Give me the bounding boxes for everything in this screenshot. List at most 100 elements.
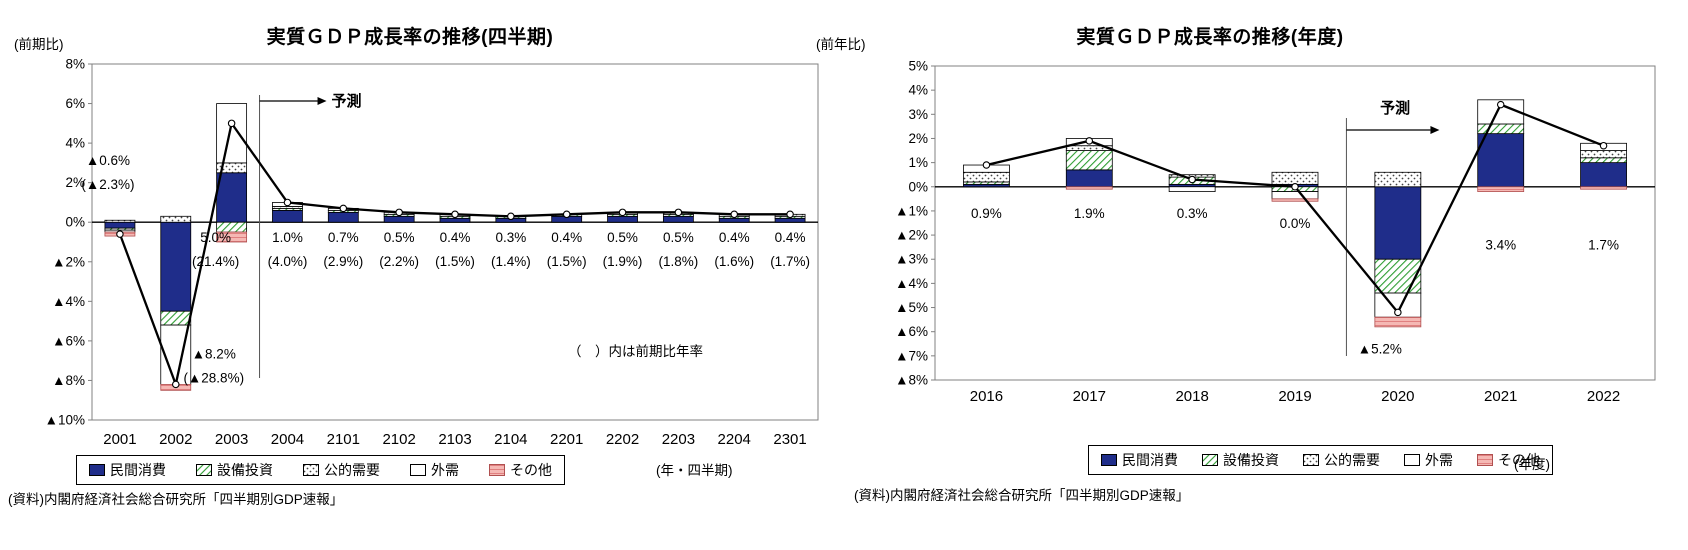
data-sublabel: (2.9%)	[323, 254, 363, 269]
y-tick-label: 5%	[908, 59, 928, 74]
annual-gdp-chart-figure: 5% 4% 3% 2% 1% 0% ▲1% ▲2% ▲3% ▲4% ▲5% ▲6% ▲7% ▲8% 2016…	[810, 0, 1688, 550]
x-category-label: 2022	[1587, 388, 1620, 405]
x-category-label: 2003	[215, 431, 248, 448]
legend: 民間消費 設備投資 公的需要 外需 その他	[1088, 445, 1553, 475]
data-label: 0.5%	[607, 230, 638, 245]
line-marker	[618, 208, 627, 217]
legend-label: 公的需要	[324, 462, 380, 478]
x-category-label: 2301	[773, 431, 806, 448]
data-label: 0.5%	[663, 230, 694, 245]
bar-segment-others	[1065, 186, 1113, 190]
x-category-label: 2203	[662, 431, 695, 448]
legend-item-private-consumption: 民間消費	[89, 460, 166, 480]
y-tick-label: ▲3%	[895, 252, 928, 267]
y-tick-label: ▲6%	[52, 333, 85, 348]
x-category-label: 2202	[606, 431, 639, 448]
bar-segment-others	[216, 231, 248, 243]
data-label: 0.0%	[1280, 216, 1311, 231]
legend-item-capital-investment: 設備投資	[1202, 450, 1279, 470]
line-marker	[1496, 100, 1505, 109]
legend-label: 外需	[1425, 452, 1453, 468]
bar-segment-public-demand	[160, 215, 192, 223]
legend-swatch	[1303, 454, 1319, 466]
source-note: (資料)内閣府経済社会総合研究所「四半期別GDP速報」	[854, 488, 1190, 503]
line-marker	[1599, 141, 1608, 150]
line-marker	[395, 208, 403, 217]
y-tick-label: 8%	[65, 57, 85, 72]
line-marker	[116, 230, 124, 238]
y-tick-label: ▲4%	[895, 276, 928, 291]
y-tick-label: 4%	[908, 83, 928, 98]
line-marker	[730, 210, 738, 219]
legend-label: 民間消費	[1122, 452, 1178, 468]
data-label: 0.4%	[551, 230, 582, 245]
bar-segment-others	[1580, 186, 1627, 190]
quarterly-plot-svg: 8% 6% 4% 2% 0% ▲2% ▲4% ▲6% ▲8% ▲10% 2001 2002 2003 20…	[45, 57, 819, 448]
line-marker	[1188, 175, 1196, 184]
x-category-label: 2102	[382, 431, 415, 448]
legend-swatch	[1404, 454, 1420, 466]
data-label: ▲0.6%	[86, 153, 130, 168]
legend-item-public-demand: 公的需要	[1303, 450, 1380, 470]
legend-item-others: その他	[1477, 450, 1540, 470]
line-marker	[339, 204, 348, 213]
bar-segment-private-consumption	[662, 215, 694, 223]
x-category-label: 2017	[1073, 388, 1106, 405]
bar-segment-private-consumption	[327, 211, 359, 223]
data-label: 0.4%	[440, 230, 471, 245]
data-label: 0.9%	[971, 206, 1002, 221]
y-tick-label: 0%	[908, 179, 928, 194]
legend-item-others: その他	[489, 460, 552, 480]
note-label: （ ）内は前期比年率	[568, 343, 703, 359]
legend-swatch	[489, 464, 505, 476]
legend-item-public-demand: 公的需要	[303, 460, 380, 480]
bar-segment-public-demand	[1374, 171, 1422, 188]
bar-segment-private-consumption	[272, 209, 303, 223]
data-label: 0.4%	[719, 230, 750, 245]
bar-segment-external-demand	[216, 103, 248, 164]
data-sublabel: (▲2.3%)	[81, 177, 134, 192]
bar-segment-public-demand	[963, 171, 1010, 183]
x-category-label: 2004	[271, 431, 304, 448]
bar-segment-private-consumption	[1477, 133, 1525, 188]
x-category-label: 2103	[438, 431, 471, 448]
y-tick-label: ▲1%	[895, 203, 928, 218]
bar-segment-private-consumption	[1374, 186, 1422, 260]
y-tick-label: 2%	[908, 131, 928, 146]
bar-segment-private-consumption	[104, 221, 136, 229]
data-label: 1.9%	[1074, 206, 1105, 221]
chart-title: 実質ＧＤＰ成長率の推移(四半期)	[266, 27, 554, 48]
bar-segment-private-consumption	[774, 217, 806, 223]
legend-swatch	[196, 464, 212, 476]
bar-segment-private-consumption	[607, 215, 638, 223]
line-marker	[982, 161, 991, 169]
y-tick-label: ▲8%	[52, 373, 85, 388]
legend-swatch	[1477, 454, 1493, 466]
data-label: 0.3%	[1177, 206, 1208, 221]
x-category-label: 2201	[550, 431, 583, 448]
legend-label: その他	[1498, 452, 1540, 468]
x-category-label: 2021	[1484, 388, 1517, 405]
data-label: 1.7%	[1588, 238, 1619, 253]
data-sublabel: (4.0%)	[268, 254, 308, 269]
legend: 民間消費 設備投資 公的需要 外需 その他	[76, 455, 565, 485]
y-tick-label: ▲7%	[895, 348, 928, 363]
legend-swatch	[1202, 454, 1218, 466]
bar-segment-public-demand	[1580, 150, 1627, 159]
bar-segment-capital-investment	[1374, 258, 1422, 294]
bar-segment-public-demand	[104, 219, 136, 223]
line-marker	[507, 212, 515, 221]
x-category-label: 2104	[494, 431, 527, 448]
y-tick-label: 6%	[65, 96, 85, 111]
legend-swatch	[303, 464, 319, 476]
legend-label: その他	[510, 462, 552, 478]
x-category-label: 2002	[159, 431, 192, 448]
bar-segment-external-demand	[1271, 191, 1319, 200]
data-label: 0.4%	[775, 230, 806, 245]
legend-swatch	[1101, 454, 1117, 466]
bar-segment-private-consumption	[718, 217, 750, 223]
data-label: 5.0%	[200, 230, 231, 245]
data-label: ▲5.2%	[1358, 341, 1402, 356]
data-sublabel: (1.9%)	[603, 254, 643, 269]
